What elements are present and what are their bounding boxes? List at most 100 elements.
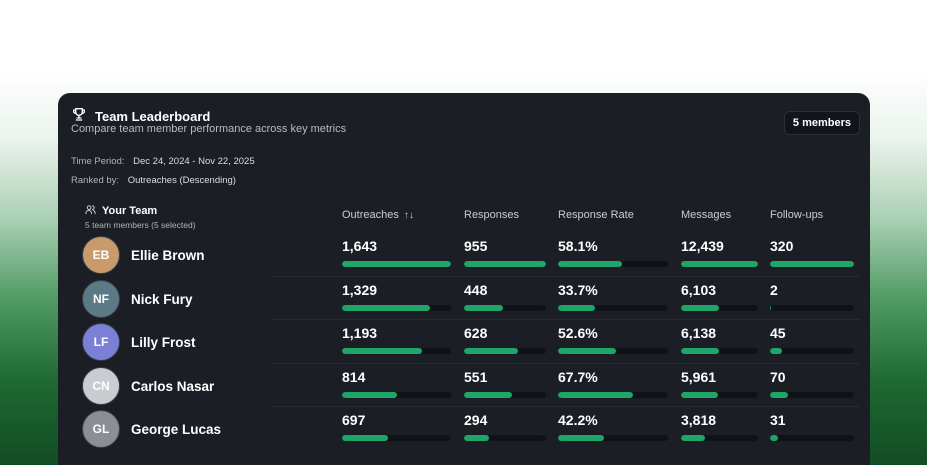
metric-cell-messages: 6,138: [681, 325, 758, 354]
metric-cell-response-rate: 67.7%: [558, 369, 668, 398]
member-nick-fury[interactable]: NF Nick Fury: [82, 280, 193, 318]
row-divider: [270, 319, 860, 320]
metric-value: 6,138: [681, 325, 717, 341]
metric-bar-fill: [681, 261, 758, 267]
metric-bar-fill: [770, 392, 789, 398]
metric-bar-track: [342, 435, 451, 441]
metric-cell-response-rate: 42.2%: [558, 412, 668, 441]
leaderboard-card: Team Leaderboard Compare team member per…: [58, 93, 870, 465]
metric-cell-responses: 955: [464, 238, 546, 267]
metric-value: 52.6%: [558, 325, 598, 341]
metric-bar-track: [681, 261, 758, 267]
metric-bar-track: [464, 305, 546, 311]
page-title: Team Leaderboard: [95, 109, 211, 124]
metric-value: 6,103: [681, 282, 717, 298]
avatar: CN: [82, 367, 120, 405]
column-header-responses[interactable]: Responses: [464, 209, 519, 221]
metric-cell-responses: 551: [464, 369, 546, 398]
metric-value: 2: [770, 282, 778, 298]
metric-bar-fill: [558, 348, 617, 354]
metric-bar-track: [342, 305, 451, 311]
metric-bar-track: [464, 392, 546, 398]
metric-bar-fill: [342, 392, 397, 398]
time-period-value: Dec 24, 2024 - Nov 22, 2025: [133, 156, 255, 167]
metric-value: 5,961: [681, 369, 717, 385]
metric-value: 33.7%: [558, 282, 598, 298]
metric-bar-fill: [342, 305, 431, 311]
member-name: Carlos Nasar: [131, 378, 215, 394]
metric-value: 955: [464, 238, 488, 254]
metric-bar-track: [770, 392, 854, 398]
metric-bar-track: [770, 348, 854, 354]
metric-cell-follow-ups: 2: [770, 282, 854, 311]
column-header-label: Outreaches: [342, 209, 399, 221]
metric-value: 70: [770, 369, 786, 385]
metric-cell-outreaches: 1,643: [342, 238, 451, 267]
metric-bar-track: [558, 348, 668, 354]
ranked-by-label: Ranked by:: [71, 175, 120, 186]
page-subtitle: Compare team member performance across k…: [71, 123, 347, 135]
metric-cell-response-rate: 33.7%: [558, 282, 668, 311]
metric-bar-fill: [464, 261, 546, 267]
metric-bar-fill: [681, 435, 705, 441]
column-header-label: Follow-ups: [770, 209, 824, 221]
sort-icon[interactable]: ↑↓: [403, 209, 414, 221]
metric-value: 294: [464, 412, 488, 428]
metric-bar-fill: [558, 305, 596, 311]
metric-bar-track: [464, 435, 546, 441]
your-team-header: Your Team: [85, 202, 157, 220]
metric-bar-track: [681, 348, 758, 354]
column-header-outreaches[interactable]: Outreaches ↑↓: [342, 209, 414, 221]
metric-value: 31: [770, 412, 786, 428]
metric-bar-track: [558, 435, 668, 441]
metric-value: 1,643: [342, 238, 378, 254]
metric-cell-outreaches: 1,193: [342, 325, 451, 354]
metric-value: 45: [770, 325, 786, 341]
metric-cell-outreaches: 1,329: [342, 282, 451, 311]
member-name: George Lucas: [131, 421, 222, 437]
metric-bar-track: [464, 261, 546, 267]
member-carlos-nasar[interactable]: CN Carlos Nasar: [82, 367, 214, 405]
member-ellie-brown[interactable]: EB Ellie Brown: [82, 236, 205, 274]
metric-bar-track: [681, 435, 758, 441]
column-header-follow-ups[interactable]: Follow-ups: [770, 209, 823, 221]
metric-bar-fill: [770, 348, 782, 354]
member-name: Lilly Frost: [131, 334, 196, 350]
metric-bar-track: [681, 392, 758, 398]
metric-cell-follow-ups: 31: [770, 412, 854, 441]
metric-bar-track: [558, 305, 668, 311]
metric-bar-track: [342, 392, 451, 398]
members-count-badge[interactable]: 5 members: [783, 111, 860, 135]
metric-bar-fill: [558, 261, 622, 267]
metric-value: 814: [342, 369, 366, 385]
member-name: Nick Fury: [131, 291, 193, 307]
metric-bar-track: [558, 261, 668, 267]
users-icon: [85, 202, 96, 220]
metric-value: 58.1%: [558, 238, 598, 254]
metric-bar-track: [464, 348, 546, 354]
metric-bar-fill: [464, 392, 512, 398]
column-header-messages[interactable]: Messages: [681, 209, 731, 221]
ranked-by: Ranked by: Outreaches (Descending): [71, 175, 236, 186]
metric-bar-track: [342, 261, 451, 267]
column-header-response-rate[interactable]: Response Rate: [558, 209, 634, 221]
metric-cell-outreaches: 814: [342, 369, 451, 398]
member-lilly-frost[interactable]: LF Lilly Frost: [82, 323, 196, 361]
metric-cell-follow-ups: 70: [770, 369, 854, 398]
member-george-lucas[interactable]: GL George Lucas: [82, 410, 221, 448]
column-header-label: Response Rate: [558, 209, 634, 221]
metric-cell-responses: 294: [464, 412, 546, 441]
column-header-label: Responses: [464, 209, 520, 221]
metric-cell-messages: 5,961: [681, 369, 758, 398]
metric-bar-fill: [342, 348, 422, 354]
metric-bar-fill: [342, 261, 451, 267]
metric-value: 3,818: [681, 412, 717, 428]
column-header-label: Messages: [681, 209, 732, 221]
row-divider: [270, 363, 860, 364]
metric-bar-track: [558, 392, 668, 398]
metric-cell-messages: 6,103: [681, 282, 758, 311]
metric-cell-responses: 448: [464, 282, 546, 311]
metric-bar-fill: [770, 261, 854, 267]
metric-bar-fill: [681, 305, 719, 311]
trophy-icon: [71, 106, 87, 127]
